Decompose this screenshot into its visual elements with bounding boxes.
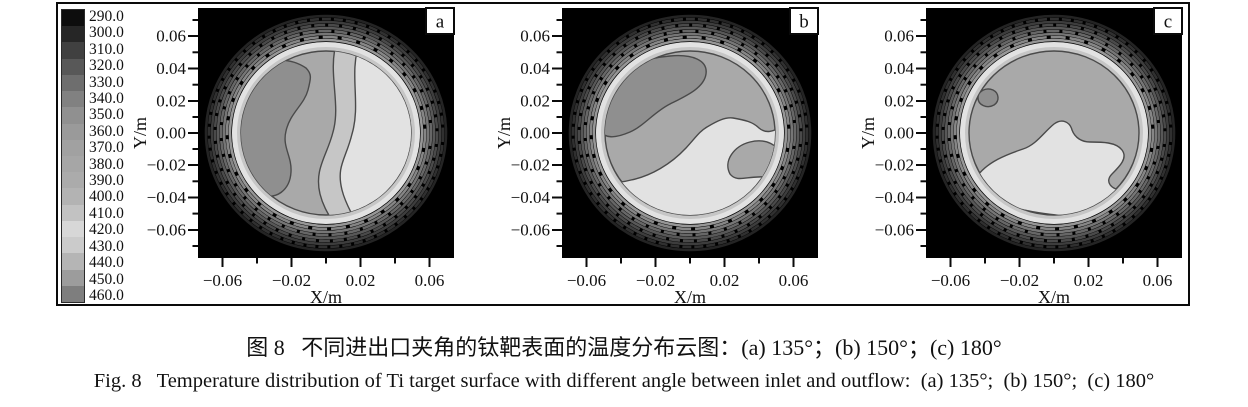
- panel-letter-box: [788, 7, 819, 35]
- colorbar-block: [62, 139, 84, 156]
- colorbar-label: 390.0: [89, 172, 124, 190]
- x-axis-tick-label: −0.06: [931, 271, 970, 290]
- colorbar-block: [62, 220, 84, 238]
- contour-plot-c: 0.06 0.04 0.02 0.00 −0.02 −0.04 −0.06 −0…: [858, 7, 1183, 304]
- y-axis-tick-label: −0.04: [875, 188, 915, 207]
- colorbar-label: 300.0: [89, 24, 124, 42]
- colorbar-block: [62, 269, 84, 286]
- interior-contours: [973, 88, 1135, 215]
- y-axis-tick-label: 0.02: [156, 92, 186, 111]
- colorbar-label: 370.0: [89, 139, 124, 157]
- colorbar-block: [62, 155, 84, 173]
- panel-letter: a: [436, 12, 445, 33]
- colorbar-label: 340.0: [89, 90, 124, 108]
- y-axis-title: Y/m: [130, 117, 150, 149]
- y-axis-tick-label: −0.02: [875, 156, 914, 175]
- colorbar-block: [62, 107, 84, 124]
- y-axis-tick-label: −0.02: [147, 156, 186, 175]
- y-axis-tick-label: 0.04: [520, 59, 550, 78]
- x-axis-tick-label: 0.02: [346, 271, 376, 290]
- y-axis-tick-label: −0.06: [875, 221, 914, 240]
- hot-spot: [977, 88, 999, 108]
- colorbar-label: 290.0: [89, 8, 124, 25]
- y-axis-tick-label: 0.04: [884, 59, 914, 78]
- colorbar-label: 440.0: [89, 254, 124, 272]
- x-axis-tick-label: 0.02: [710, 271, 740, 290]
- panel-letter: b: [799, 12, 809, 33]
- colorbar-block: [62, 237, 84, 254]
- y-axis-tick-label: 0.00: [520, 124, 550, 143]
- x-axis-title: X/m: [310, 287, 342, 304]
- y-axis-tick-label: 0.00: [156, 124, 186, 143]
- contour-plot-a: 0.06 0.04 0.02 0.00 −0.02 −0.04 −0.06 −0…: [130, 7, 455, 304]
- x-axis-tick-label: 0.06: [779, 271, 809, 290]
- colorbar-block: [62, 204, 84, 221]
- y-axis-title: Y/m: [858, 117, 878, 149]
- y-axis-tick-label: 0.02: [520, 92, 550, 111]
- y-axis-tick-label: 0.02: [884, 92, 914, 111]
- interior-contours: [240, 51, 411, 215]
- panel-letter-box: [424, 7, 455, 35]
- y-axis-tick-label: 0.00: [884, 124, 914, 143]
- colorbar-block: [62, 10, 84, 27]
- x-axis-tick-label: −0.06: [203, 271, 242, 290]
- y-axis-tick-label: 0.06: [884, 27, 914, 46]
- cool-region: [973, 120, 1135, 215]
- colorbar-label: 420.0: [89, 221, 124, 239]
- colorbar-block: [62, 58, 84, 75]
- x-axis-title: X/m: [674, 287, 706, 304]
- colorbar-label: 410.0: [89, 204, 124, 222]
- y-axis-tick-label: 0.06: [520, 27, 550, 46]
- colorbar-label: 380.0: [89, 155, 124, 173]
- x-axis-tick-label: −0.02: [272, 271, 311, 290]
- colorbar-block: [62, 26, 84, 43]
- colorbar-block: [62, 285, 84, 302]
- y-axis-tick-label: 0.04: [156, 59, 186, 78]
- colorbar-labels: 290.0 300.0 310.0 320.0 330.0 340.0 350.…: [89, 9, 124, 303]
- colorbar-label: 330.0: [89, 73, 124, 91]
- y-axis-tick-label: −0.06: [511, 221, 550, 240]
- colorbar-block: [62, 253, 84, 270]
- colorbar-block: [62, 91, 84, 108]
- caption-chinese: 图 8 不同进出口夹角的钛靶表面的温度分布云图：(a) 135°；(b) 150…: [246, 335, 1002, 360]
- colorbar-label: 350.0: [89, 106, 124, 124]
- panel-letter: c: [1164, 12, 1172, 33]
- x-axis-tick-label: 0.02: [1074, 271, 1104, 290]
- panel-letter-box: [1153, 7, 1183, 35]
- caption-english: Fig. 8 Temperature distribution of Ti ta…: [93, 370, 1155, 392]
- x-axis-tick-label: −0.06: [567, 271, 606, 290]
- colorbar-label: 460.0: [89, 286, 124, 304]
- colorbar-block: [62, 188, 84, 205]
- colorbar-block: [62, 123, 84, 140]
- x-axis-tick-label: −0.02: [1000, 271, 1039, 290]
- y-axis-tick-label: −0.04: [511, 188, 551, 207]
- y-axis-tick-label: −0.04: [147, 188, 187, 207]
- colorbar-label: 310.0: [89, 40, 124, 58]
- y-axis-tick-label: −0.06: [147, 221, 186, 240]
- colorbar-block: [62, 172, 84, 189]
- colorbar-label: 400.0: [89, 188, 124, 206]
- y-axis-tick-label: 0.06: [156, 27, 186, 46]
- contour-plot-b: 0.06 0.04 0.02 0.00 −0.02 −0.04 −0.06 −0…: [494, 7, 819, 304]
- colorbar-label: 360.0: [89, 122, 124, 140]
- x-axis-tick-label: −0.02: [636, 271, 675, 290]
- colorbar-block: [62, 74, 84, 92]
- x-axis-title: X/m: [1038, 287, 1070, 304]
- x-axis-tick-label: 0.06: [1143, 271, 1173, 290]
- colorbar-block: [62, 42, 84, 59]
- colorbar-legend: 290.0 300.0 310.0 320.0 330.0 340.0 350.…: [58, 4, 124, 303]
- plots-row: 0.06 0.04 0.02 0.00 −0.02 −0.04 −0.06 −0…: [124, 4, 1188, 304]
- colorbar-label: 450.0: [89, 270, 124, 288]
- y-axis-tick-label: −0.02: [511, 156, 550, 175]
- cool-band-inner: [339, 51, 411, 215]
- figure-panel: 290.0 300.0 310.0 320.0 330.0 340.0 350.…: [56, 2, 1190, 306]
- colorbar: [61, 9, 85, 303]
- colorbar-label: 430.0: [89, 237, 124, 255]
- colorbar-label: 320.0: [89, 57, 124, 75]
- y-axis-title: Y/m: [494, 117, 514, 149]
- x-axis-tick-label: 0.06: [415, 271, 445, 290]
